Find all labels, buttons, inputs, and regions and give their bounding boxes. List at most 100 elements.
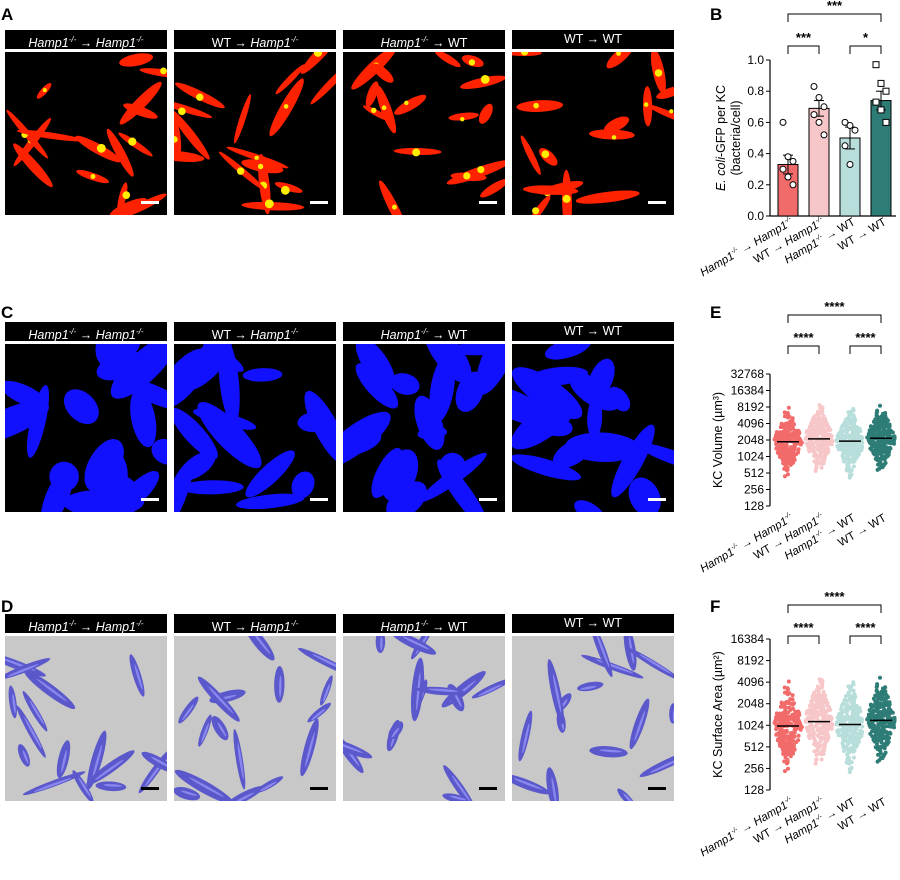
x-tick-label: WT → WT [836, 796, 888, 833]
data-point [882, 118, 890, 126]
data-point [840, 423, 845, 428]
data-point [788, 734, 793, 739]
bacteria-spot [480, 74, 490, 84]
data-point [835, 715, 840, 720]
significance-bracket [787, 635, 820, 644]
data-point [807, 424, 812, 429]
data-point [871, 737, 876, 742]
group-label-recipient: WT [602, 32, 623, 46]
data-point [816, 745, 821, 750]
data-point [840, 735, 845, 740]
panel-a-image-row: Hamp1-/- → Hamp1-/- WT → Hamp1-/- Hamp1-/-… [5, 30, 900, 218]
bacteria-spot [313, 52, 323, 57]
bacteria-spot [42, 88, 47, 93]
render-highlight [450, 795, 466, 801]
kupffer-cell-shape [16, 129, 85, 142]
data-point [814, 752, 819, 757]
data-point [812, 428, 817, 433]
data-point [775, 450, 780, 455]
bacteria-spot [122, 191, 131, 199]
data-point [782, 759, 787, 764]
data-point [835, 433, 840, 438]
group-label-recipient: Hamp1 [95, 620, 137, 635]
data-point [812, 417, 817, 422]
data-point [825, 701, 830, 706]
significance-label: **** [793, 330, 814, 345]
data-point [807, 724, 812, 729]
data-point [847, 447, 852, 452]
data-point [845, 440, 850, 445]
kupffer-cell-shape [512, 454, 582, 481]
data-point [786, 716, 791, 721]
data-point [785, 766, 790, 771]
data-point [790, 419, 795, 424]
data-point [873, 713, 878, 718]
data-point [882, 746, 887, 751]
kupffer-cell-shape [49, 461, 79, 492]
bacteria-spot [541, 150, 550, 159]
data-point [870, 444, 875, 449]
data-point [786, 744, 791, 749]
data-point [820, 103, 828, 111]
kupffer-cell-shape [414, 395, 445, 450]
data-point [854, 704, 859, 709]
data-point [818, 705, 823, 710]
data-point [841, 726, 846, 731]
kupffer-cell-shape [203, 344, 244, 372]
bacteria-spot [90, 174, 96, 179]
micrograph-d-4 [512, 636, 674, 801]
data-point [841, 749, 846, 754]
scale-bar [141, 201, 159, 204]
data-point [790, 697, 795, 702]
data-point [811, 441, 816, 446]
bacteria-spot [280, 185, 290, 195]
data-point [829, 726, 834, 731]
group-label-arrow: → [428, 36, 448, 51]
data-point [860, 440, 865, 445]
data-point [820, 679, 825, 684]
kupffer-cell-shape [179, 480, 244, 495]
data-point [782, 474, 787, 479]
bacteria-spot [254, 155, 260, 161]
group-label-recipient-sup: -/- [290, 35, 299, 44]
significance-label: **** [793, 620, 814, 635]
kupffer-cell-shape [480, 178, 505, 198]
image-tile-d-3: Hamp1-/- → WT [343, 614, 505, 804]
tile-header-d-2: WT → Hamp1-/- [174, 614, 336, 635]
group-label-donor-sup: -/- [420, 619, 429, 628]
data-point [784, 729, 789, 734]
y-tick-label: 0.2 [747, 178, 764, 192]
data-point [877, 79, 885, 87]
data-point [851, 713, 856, 718]
data-point [810, 432, 815, 437]
data-point [866, 714, 871, 719]
data-point [819, 743, 824, 748]
group-label-recipient: Hamp1 [250, 328, 291, 343]
data-point [847, 411, 852, 416]
scale-bar [648, 498, 666, 501]
y-tick-label: 16384 [731, 384, 765, 398]
render-highlight [402, 636, 430, 650]
data-point [849, 472, 854, 477]
data-point [878, 675, 883, 680]
data-point [812, 749, 817, 754]
kupffer-cell-shape [587, 358, 615, 400]
data-point [816, 702, 821, 707]
group-label-donor-sup: -/- [420, 35, 429, 44]
group-label-recipient: Hamp1 [250, 620, 291, 635]
chart-b: 0.0 0.2 0.4 0.6 0.8 1.0 E. coli-GFP per KC (bac… [698, 0, 900, 300]
data-point [889, 724, 894, 729]
data-point [773, 435, 778, 440]
render-highlight [552, 673, 562, 714]
tile-header-c-4: WT → WT [512, 322, 674, 341]
data-point [871, 419, 876, 424]
data-point [785, 465, 790, 470]
group-label-arrow: → [583, 32, 603, 46]
y-tick-label: 0.0 [747, 209, 764, 223]
data-point [846, 161, 854, 169]
data-point [812, 450, 817, 455]
bacteria-spot [654, 69, 663, 77]
group-label-donor: WT [211, 620, 231, 635]
kupffer-cell-shape [544, 344, 591, 360]
data-point [869, 711, 874, 716]
